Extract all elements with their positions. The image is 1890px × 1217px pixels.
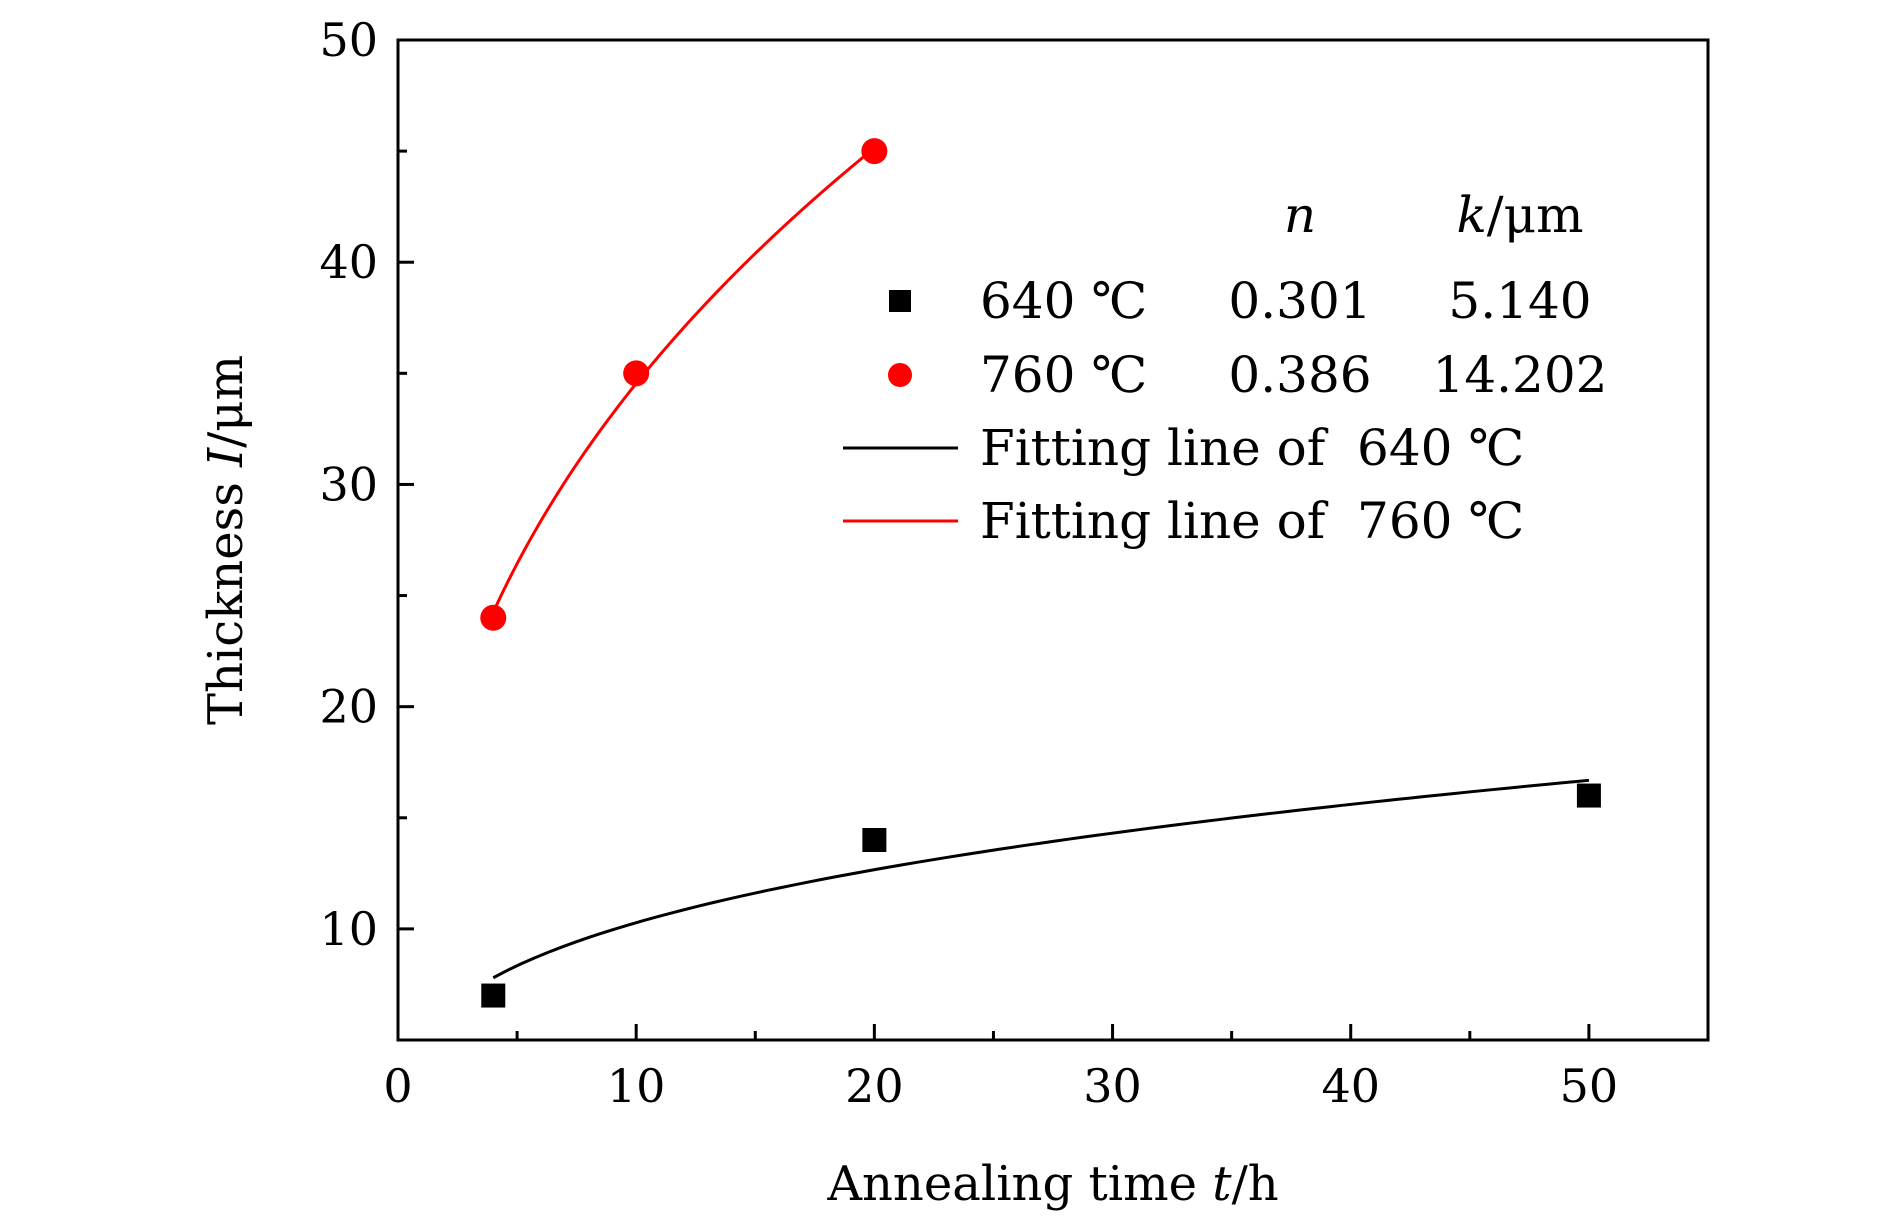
legend-marker-760 bbox=[888, 363, 912, 387]
y-axis-title: Thickness I/μm bbox=[198, 355, 254, 725]
legend-k-640: 5.140 bbox=[1448, 272, 1591, 330]
y-tick-label-50: 50 bbox=[319, 13, 378, 67]
legend-marker-640 bbox=[889, 290, 911, 312]
y-tick-label-10: 10 bbox=[319, 902, 378, 956]
x-tick-label-50: 50 bbox=[1560, 1059, 1619, 1113]
x-axis-title: Annealing time t/h bbox=[826, 1156, 1278, 1212]
data-points bbox=[480, 138, 1601, 1008]
legend-k-760: 14.202 bbox=[1433, 346, 1608, 404]
axis-ticks bbox=[396, 38, 1710, 1042]
axis-tick-labels: 0 10 20 30 40 50 10 20 30 40 50 bbox=[319, 13, 1618, 1113]
y-tick-label-40: 40 bbox=[319, 235, 378, 289]
y-tick-label-20: 20 bbox=[319, 680, 378, 734]
x-tick-label-30: 30 bbox=[1083, 1059, 1142, 1113]
fit-line-1 bbox=[491, 146, 876, 613]
point-series0-1 bbox=[862, 828, 887, 852]
legend-label-fit-760: Fitting line of 760 ℃ bbox=[980, 492, 1524, 550]
x-tick-label-20: 20 bbox=[845, 1059, 904, 1113]
legend-n-640: 0.301 bbox=[1228, 272, 1371, 330]
y-tick-label-30: 30 bbox=[319, 457, 378, 511]
legend-n-760: 0.386 bbox=[1228, 346, 1371, 404]
legend-label-fit-640: Fitting line of 640 ℃ bbox=[980, 419, 1524, 477]
legend-header-k: k/μm bbox=[1456, 186, 1583, 244]
point-series0-2 bbox=[1576, 783, 1601, 808]
point-series0-0 bbox=[481, 983, 506, 1008]
legend-label-640: 640 ℃ bbox=[980, 272, 1147, 330]
legend-label-760: 760 ℃ bbox=[980, 346, 1147, 404]
point-series1-1 bbox=[623, 360, 650, 387]
plot-frame bbox=[396, 38, 1710, 1042]
legend: n k/μm 640 ℃ 0.301 5.140 760 ℃ 0.386 14.… bbox=[843, 186, 1607, 550]
x-tick-label-0: 0 bbox=[383, 1059, 412, 1113]
x-tick-label-40: 40 bbox=[1321, 1059, 1380, 1113]
point-series1-0 bbox=[480, 604, 507, 631]
x-tick-label-10: 10 bbox=[607, 1059, 666, 1113]
point-series1-2 bbox=[861, 138, 888, 165]
legend-header-n: n bbox=[1284, 186, 1316, 244]
fit-line-0 bbox=[492, 778, 1590, 980]
fit-lines bbox=[491, 146, 1590, 980]
